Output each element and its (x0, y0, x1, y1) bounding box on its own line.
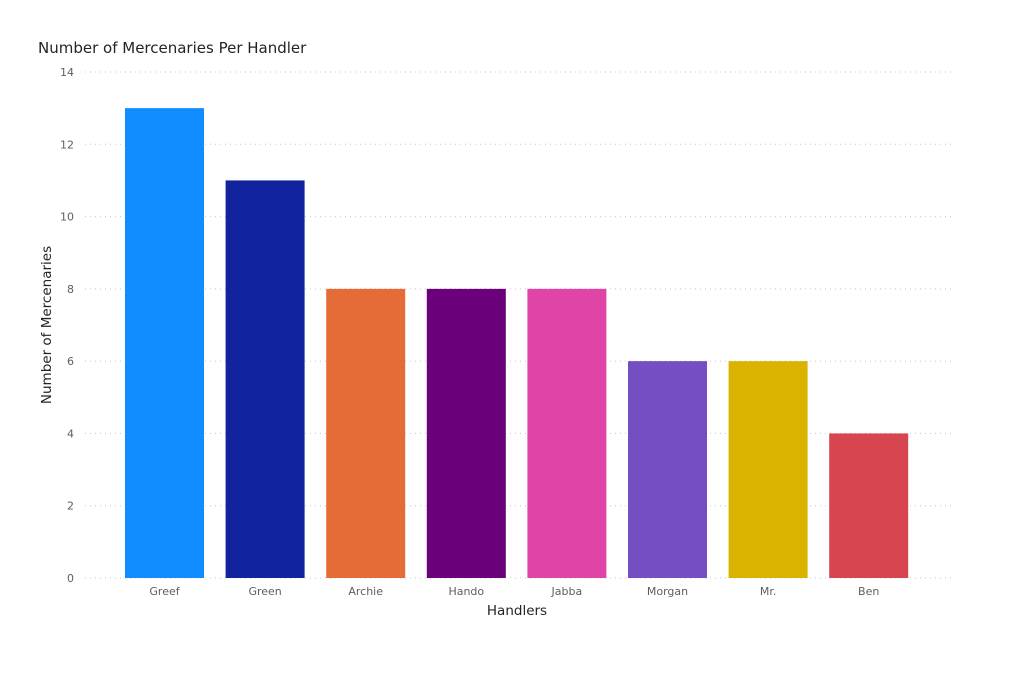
bar-greef[interactable] (125, 108, 204, 579)
bar-hando[interactable] (426, 288, 506, 578)
y-tick-label: 14 (60, 66, 74, 79)
y-tick-label: 2 (67, 500, 74, 513)
bar-green[interactable] (225, 180, 305, 578)
y-tick-label: 8 (67, 283, 74, 296)
chart-title: Number of Mercenaries Per Handler (38, 39, 307, 57)
bar-jabba[interactable] (527, 288, 607, 578)
bar-morgan[interactable] (628, 361, 707, 578)
y-tick-label: 12 (60, 138, 74, 151)
y-axis-ticks: 0 2 4 6 8 10 12 14 (60, 66, 74, 585)
bars (125, 108, 909, 579)
y-axis-title: Number of Mercenaries (39, 246, 55, 404)
y-tick-label: 10 (60, 211, 74, 224)
bar-mr[interactable] (728, 361, 808, 578)
y-tick-label: 4 (67, 427, 74, 440)
x-tick-label: Greef (149, 585, 180, 598)
bar-ben[interactable] (829, 433, 909, 578)
x-tick-label: Ben (858, 585, 879, 598)
x-axis-title: Handlers (487, 603, 547, 619)
gridlines (85, 71, 952, 579)
x-axis-ticks: Greef Green Archie Hando Jabba Morgan Mr. Ben (149, 585, 879, 598)
x-tick-label: Green (248, 585, 281, 598)
x-tick-label: Hando (448, 585, 484, 598)
y-tick-label: 6 (67, 355, 74, 368)
y-tick-label: 0 (67, 572, 74, 585)
x-tick-label: Morgan (647, 585, 688, 598)
x-tick-label: Jabba (551, 585, 583, 598)
x-tick-label: Archie (348, 585, 383, 598)
x-tick-label: Mr. (760, 585, 777, 598)
bar-archie[interactable] (326, 288, 406, 578)
